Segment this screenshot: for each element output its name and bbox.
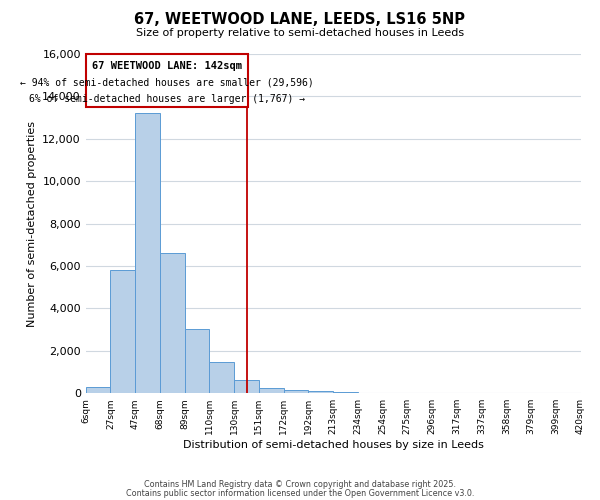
Bar <box>259 388 284 393</box>
Y-axis label: Number of semi-detached properties: Number of semi-detached properties <box>26 120 37 326</box>
Bar <box>160 254 185 393</box>
Text: 67, WEETWOOD LANE, LEEDS, LS16 5NP: 67, WEETWOOD LANE, LEEDS, LS16 5NP <box>134 12 466 28</box>
FancyBboxPatch shape <box>86 54 248 107</box>
Text: Contains HM Land Registry data © Crown copyright and database right 2025.: Contains HM Land Registry data © Crown c… <box>144 480 456 489</box>
X-axis label: Distribution of semi-detached houses by size in Leeds: Distribution of semi-detached houses by … <box>182 440 484 450</box>
Bar <box>234 380 259 393</box>
Bar <box>333 392 358 393</box>
Bar <box>110 270 135 393</box>
Bar <box>86 387 110 393</box>
Text: 67 WEETWOOD LANE: 142sqm: 67 WEETWOOD LANE: 142sqm <box>92 62 242 72</box>
Text: 6% of semi-detached houses are larger (1,767) →: 6% of semi-detached houses are larger (1… <box>29 94 305 104</box>
Text: Size of property relative to semi-detached houses in Leeds: Size of property relative to semi-detach… <box>136 28 464 38</box>
Bar <box>209 362 234 393</box>
Text: Contains public sector information licensed under the Open Government Licence v3: Contains public sector information licen… <box>126 488 474 498</box>
Bar <box>185 328 209 393</box>
Text: ← 94% of semi-detached houses are smaller (29,596): ← 94% of semi-detached houses are smalle… <box>20 78 314 88</box>
Bar <box>284 390 308 393</box>
Bar <box>308 391 333 393</box>
Bar <box>135 114 160 393</box>
